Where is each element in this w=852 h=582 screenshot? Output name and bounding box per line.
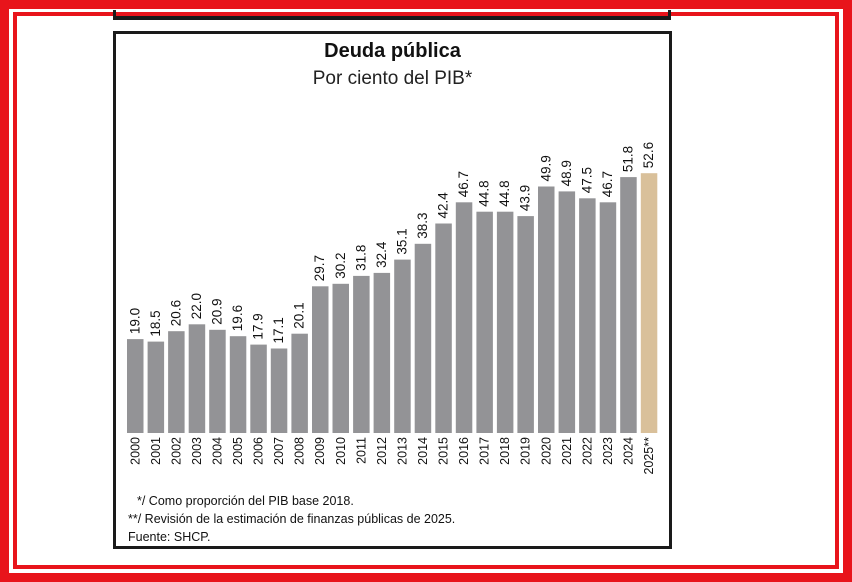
bar-2012 — [373, 272, 391, 433]
bar-2019 — [517, 216, 534, 433]
category-label-2023: 2023 — [601, 437, 615, 465]
category-label-2022: 2022 — [580, 437, 594, 465]
bar-2008 — [291, 333, 308, 433]
value-label-2023: 46.7 — [600, 171, 615, 197]
category-label-2009: 2009 — [313, 437, 327, 465]
value-label-2017: 44.8 — [477, 180, 492, 206]
bar-2023 — [599, 202, 617, 433]
bar-2005 — [229, 336, 247, 433]
value-label-2010: 30.2 — [333, 253, 348, 279]
bar-2001 — [147, 341, 165, 433]
chart-subtitle: Por ciento del PIB* — [312, 68, 473, 89]
bar-2014 — [414, 243, 432, 433]
category-label-2018: 2018 — [498, 437, 512, 465]
category-label-2007: 2007 — [272, 437, 286, 465]
previous-panel-edge — [113, 10, 671, 20]
bar-chart: 19.0 2000 18.5 2001 20.6 2002 22.0 2003 20.9 2004… — [127, 142, 658, 475]
chart-panel: Deuda pública Por ciento del PIB* 19.0 20… — [113, 31, 672, 549]
bar-2025** — [640, 173, 658, 433]
bar-2004 — [209, 329, 226, 433]
value-label-2015: 42.4 — [436, 192, 451, 219]
category-label-2011: 2011 — [354, 437, 368, 464]
bar-2024 — [620, 177, 637, 433]
value-label-2000: 19.0 — [127, 308, 142, 334]
value-label-2007: 17.1 — [271, 317, 286, 343]
bar-2022 — [579, 198, 596, 433]
category-label-2003: 2003 — [190, 437, 204, 465]
category-label-2024: 2024 — [622, 437, 636, 465]
value-label-2020: 49.9 — [538, 155, 553, 181]
category-label-2025**: 2025** — [642, 437, 656, 475]
value-label-2008: 20.1 — [292, 302, 307, 328]
bar-2009 — [312, 286, 329, 433]
bar-2006 — [250, 344, 267, 433]
category-label-2001: 2001 — [149, 437, 163, 465]
category-label-2015: 2015 — [437, 437, 451, 465]
value-label-2011: 31.8 — [353, 245, 368, 271]
bar-2000 — [127, 339, 144, 433]
bar-2013 — [394, 259, 411, 433]
value-label-2024: 51.8 — [621, 146, 636, 172]
bar-2011 — [353, 275, 370, 433]
category-label-2012: 2012 — [375, 437, 389, 465]
category-label-2016: 2016 — [457, 437, 471, 465]
category-label-2000: 2000 — [128, 437, 142, 465]
note-1: */ Como proporción del PIB base 2018. — [137, 494, 354, 508]
value-label-2006: 17.9 — [251, 313, 266, 339]
value-label-2004: 20.9 — [210, 299, 225, 325]
bar-2020 — [538, 186, 555, 433]
value-label-2002: 20.6 — [168, 300, 183, 326]
value-label-2005: 19.6 — [230, 305, 245, 331]
bar-2018 — [496, 211, 514, 433]
inner-red-frame — [13, 12, 839, 569]
value-label-2022: 47.5 — [579, 167, 594, 193]
value-label-2003: 22.0 — [189, 293, 204, 319]
value-label-2009: 29.7 — [312, 255, 327, 281]
category-label-2005: 2005 — [231, 437, 245, 465]
bar-2010 — [332, 283, 349, 433]
category-label-2008: 2008 — [293, 437, 307, 465]
value-label-2021: 48.9 — [559, 160, 574, 186]
category-label-2021: 2021 — [560, 437, 574, 465]
value-label-2013: 35.1 — [394, 228, 409, 254]
chart-title: Deuda pública — [324, 40, 461, 62]
value-label-2018: 44.8 — [497, 180, 512, 206]
value-label-2014: 38.3 — [415, 213, 430, 239]
value-label-2001: 18.5 — [148, 310, 163, 336]
bar-2002 — [168, 331, 185, 433]
bar-2021 — [558, 191, 576, 433]
bar-2016 — [455, 202, 473, 433]
source-note: Fuente: SHCP. — [128, 530, 211, 544]
bar-2003 — [188, 324, 206, 433]
value-label-2016: 46.7 — [456, 171, 471, 197]
category-label-2017: 2017 — [478, 437, 492, 465]
category-label-2014: 2014 — [416, 437, 430, 465]
bar-2015 — [435, 223, 452, 433]
category-label-2004: 2004 — [211, 437, 225, 465]
category-label-2019: 2019 — [519, 437, 533, 465]
category-label-2020: 2020 — [539, 437, 553, 465]
value-label-2025**: 52.6 — [641, 142, 656, 168]
note-2: **/ Revisión de la estimación de finanza… — [128, 512, 456, 526]
bar-2017 — [476, 211, 493, 433]
category-label-2013: 2013 — [395, 437, 409, 465]
category-label-2006: 2006 — [252, 437, 266, 465]
value-label-2019: 43.9 — [518, 185, 533, 211]
chart-notes: */ Como proporción del PIB base 2018. **… — [128, 492, 455, 546]
category-label-2010: 2010 — [334, 437, 348, 465]
bar-2007 — [270, 348, 288, 433]
category-label-2002: 2002 — [169, 437, 183, 465]
value-label-2012: 32.4 — [374, 241, 389, 268]
